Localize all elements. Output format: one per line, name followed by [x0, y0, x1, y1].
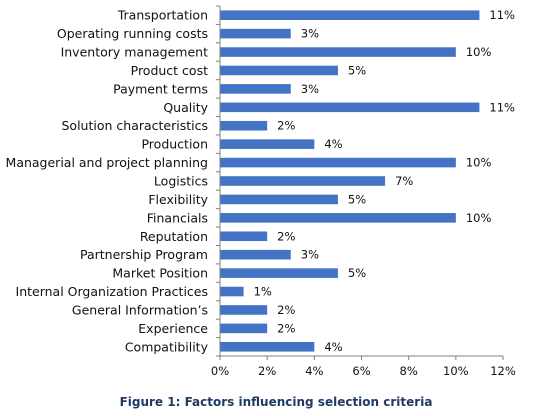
x-tick-label: 4%: [305, 364, 323, 378]
data-label: 2%: [277, 321, 295, 335]
data-label: 10%: [466, 45, 492, 59]
data-label: 10%: [466, 211, 492, 225]
data-label: 4%: [324, 340, 342, 354]
category-label: General Information’s: [72, 302, 208, 317]
category-label: Production: [141, 137, 208, 152]
category-label: Solution characteristics: [62, 118, 209, 133]
data-label: 7%: [395, 174, 413, 188]
data-label: 11%: [489, 8, 515, 22]
x-tick-label: 2%: [258, 364, 276, 378]
bar: [220, 84, 291, 94]
x-tick-label: 10%: [443, 364, 469, 378]
bar: [220, 157, 456, 168]
category-label: Logistics: [154, 174, 208, 189]
bar: [220, 231, 268, 242]
data-label: 2%: [277, 229, 295, 243]
data-label: 11%: [489, 100, 515, 114]
category-label: Internal Organization Practices: [16, 284, 208, 299]
data-label: 2%: [277, 119, 295, 133]
data-label: 10%: [466, 156, 492, 170]
bar: [220, 213, 456, 223]
x-tick-label: 6%: [352, 364, 370, 378]
bar: [220, 10, 480, 20]
bar: [220, 323, 268, 334]
bar: [220, 28, 291, 39]
bar: [220, 139, 315, 149]
bar: [220, 268, 338, 278]
bar: [220, 249, 291, 260]
data-label: 5%: [348, 63, 366, 77]
category-label: Reputation: [140, 229, 208, 244]
category-label: Flexibility: [148, 192, 208, 207]
category-label: Product cost: [131, 63, 208, 78]
category-label: Experience: [138, 321, 208, 336]
category-label: Market Position: [112, 266, 208, 281]
plot-area: Transportation 11% Operating running costs…: [6, 5, 516, 378]
bar: [220, 176, 386, 186]
bar: [220, 47, 456, 57]
bar: [220, 342, 315, 352]
figure-caption: Figure 1: Factors influencing selection …: [119, 395, 433, 409]
bar-chart: Transportation 11% Operating running costs…: [6, 5, 516, 378]
data-label: 5%: [348, 266, 366, 280]
category-label: Compatibility: [125, 339, 209, 354]
data-label: 3%: [301, 27, 319, 41]
data-label: 5%: [348, 192, 366, 206]
category-label: Managerial and project planning: [6, 155, 208, 170]
x-tick-label: 0%: [211, 364, 229, 378]
category-label: Payment terms: [113, 81, 208, 96]
bar: [220, 120, 268, 131]
data-label: 3%: [301, 82, 319, 96]
category-label: Transportation: [117, 8, 208, 23]
category-label: Financials: [147, 210, 208, 225]
data-label: 2%: [277, 303, 295, 317]
category-label: Partnership Program: [80, 247, 208, 262]
data-label: 1%: [254, 285, 272, 299]
data-label: 4%: [324, 137, 342, 151]
bar: [220, 102, 480, 113]
category-label: Operating running costs: [57, 26, 208, 41]
bar: [220, 286, 244, 297]
bar: [220, 305, 268, 315]
bar: [220, 194, 338, 205]
category-label: Inventory management: [61, 45, 209, 60]
category-label: Quality: [163, 100, 208, 115]
bar: [220, 65, 338, 76]
x-tick-label: 12%: [490, 364, 516, 378]
data-label: 3%: [301, 248, 319, 262]
x-tick-label: 8%: [400, 364, 418, 378]
